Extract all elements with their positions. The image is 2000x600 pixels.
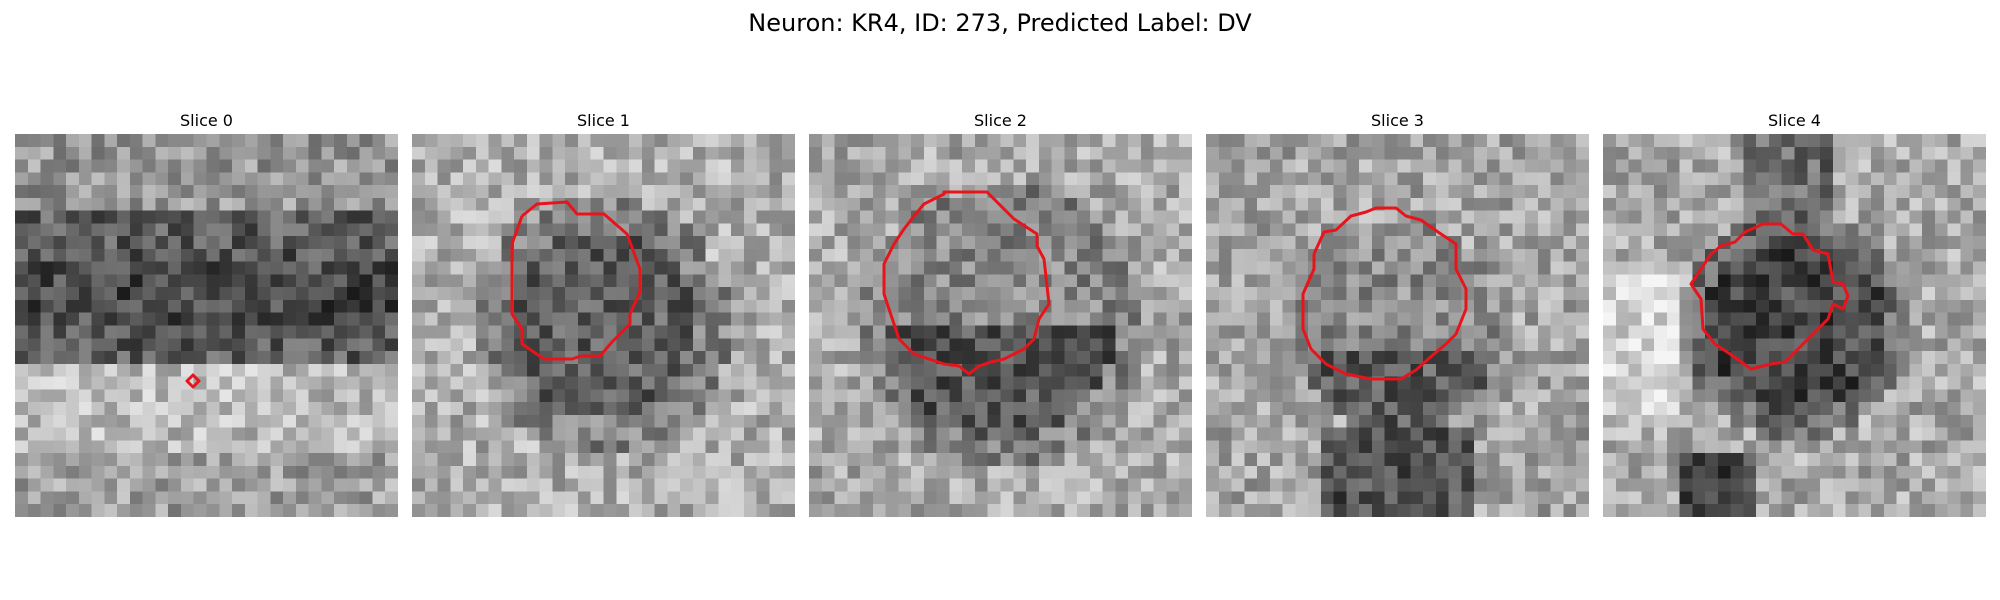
- slice-image-1: [412, 134, 795, 517]
- figure-title: Neuron: KR4, ID: 273, Predicted Label: D…: [748, 9, 1252, 37]
- slice-title-0: Slice 0: [180, 111, 233, 130]
- roi-marker: [185, 373, 201, 389]
- slice-3-contour: [1301, 206, 1468, 381]
- slice-title-2: Slice 2: [974, 111, 1027, 130]
- roi-contour: [1301, 206, 1468, 381]
- slice-0-pixels: [15, 134, 398, 517]
- slice-4-contour: [1689, 222, 1850, 371]
- slice-3-pixels: [1206, 134, 1589, 517]
- slice-4-pixels: [1603, 134, 1986, 517]
- roi-contour: [510, 200, 642, 361]
- slice-image-3: [1206, 134, 1589, 517]
- slice-image-2: [809, 134, 1192, 517]
- slice-title-1: Slice 1: [577, 111, 630, 130]
- slice-title-4: Slice 4: [1768, 111, 1821, 130]
- slice-panel-3: Slice 3: [1206, 108, 1589, 517]
- slice-1-pixels: [412, 134, 795, 517]
- slice-0-contour: [185, 373, 201, 389]
- slice-2-contour: [882, 190, 1051, 376]
- slice-panel-2: Slice 2: [809, 108, 1192, 517]
- slice-panel-1: Slice 1: [412, 108, 795, 517]
- slice-panel-4: Slice 4: [1603, 108, 1986, 517]
- slice-panel-0: Slice 0: [15, 108, 398, 517]
- slice-1-contour: [510, 200, 642, 361]
- slice-image-0: [15, 134, 398, 517]
- slice-2-pixels: [809, 134, 1192, 517]
- roi-contour: [882, 190, 1051, 376]
- roi-contour: [1689, 222, 1850, 371]
- slice-title-3: Slice 3: [1371, 111, 1424, 130]
- slice-image-4: [1603, 134, 1986, 517]
